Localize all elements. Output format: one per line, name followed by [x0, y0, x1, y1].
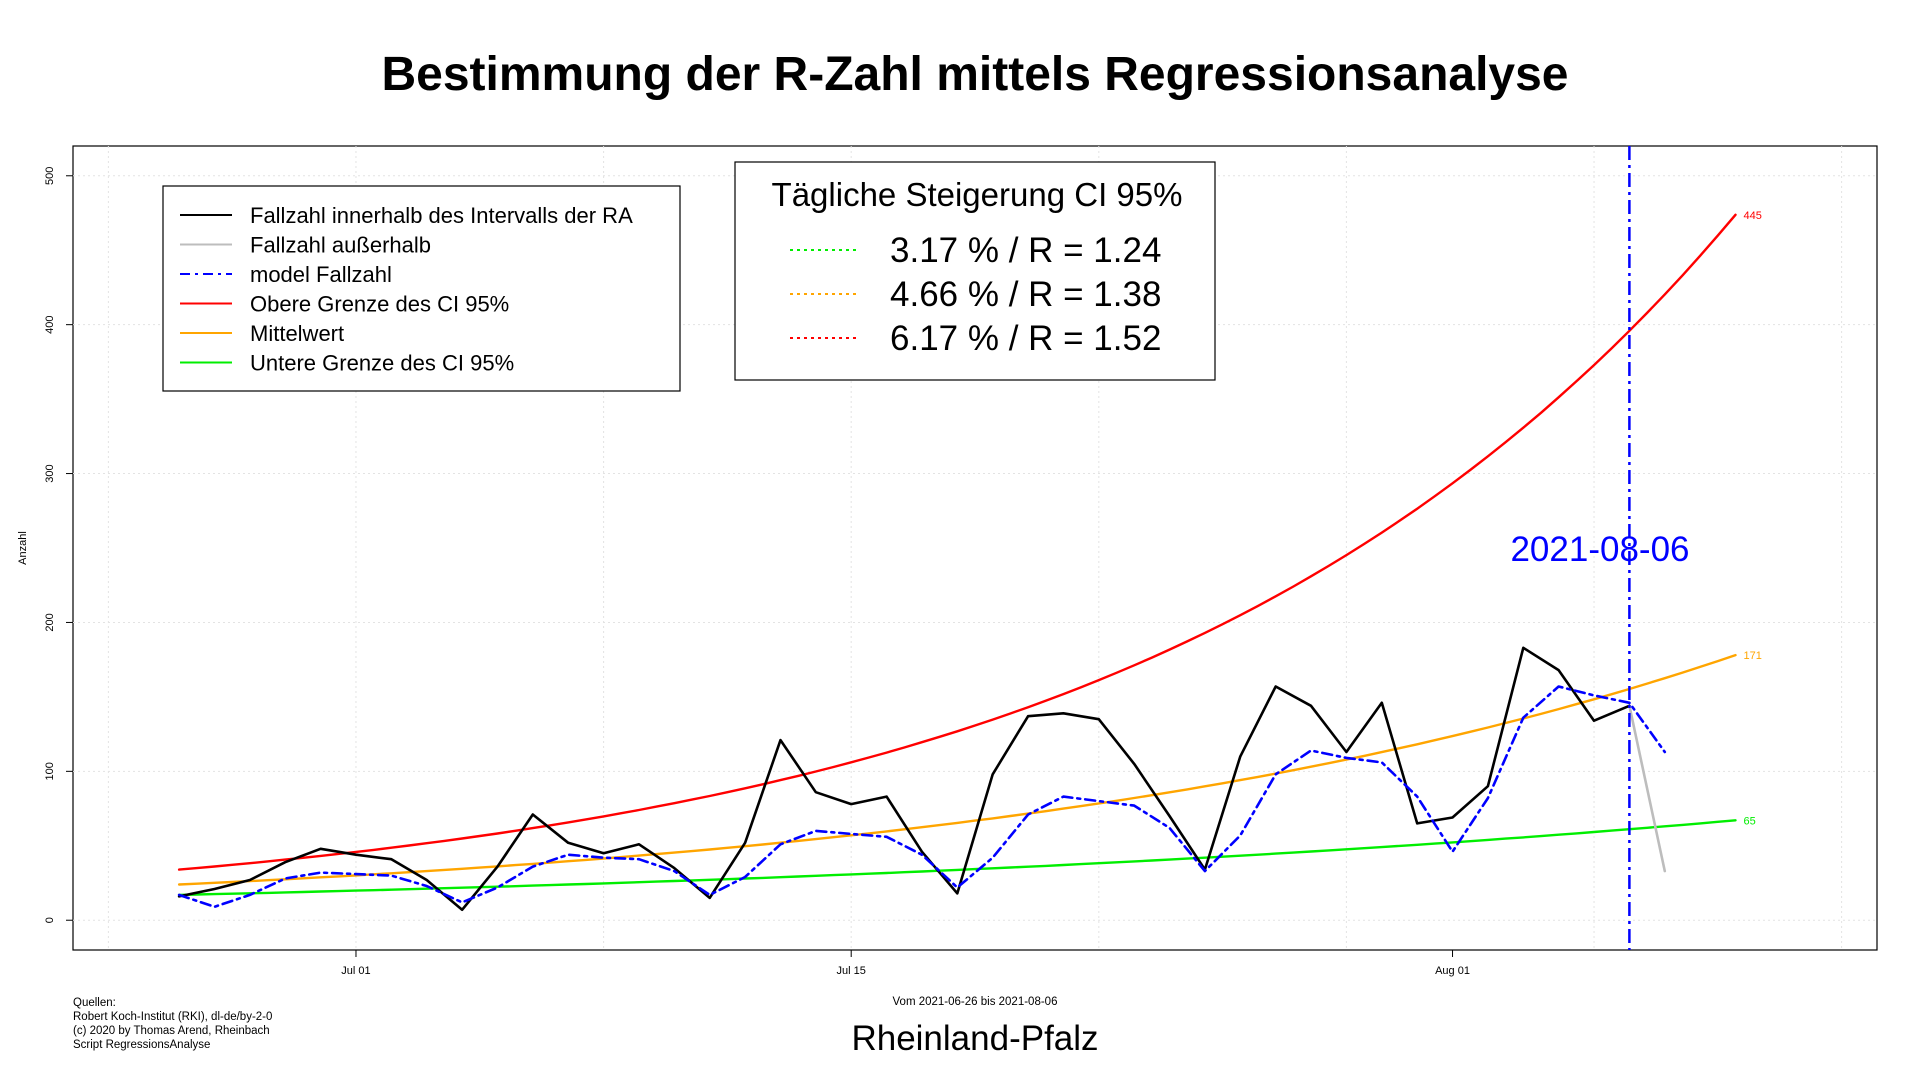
legend-label: Untere Grenze des CI 95%	[250, 351, 514, 376]
series-line	[177, 213, 1737, 871]
series-end-label: 445	[1744, 210, 1762, 222]
legend-label: Fallzahl innerhalb des Intervalls der RA	[250, 203, 633, 228]
legend-label: Fallzahl außerhalb	[250, 233, 431, 258]
plot-frame	[72, 145, 1878, 951]
ci-row-text: 4.66 % / R = 1.38	[890, 275, 1161, 314]
y-tick-label: 400	[44, 315, 56, 333]
series-line	[177, 819, 1737, 897]
legend: Fallzahl innerhalb des Intervalls der RA…	[162, 185, 681, 392]
end-labels: 171 445 65	[1744, 210, 1762, 827]
series-end-label: 171	[1744, 650, 1762, 662]
legend-label: Mittelwert	[250, 321, 344, 346]
chart-title: Bestimmung der R-Zahl mittels Regression…	[381, 48, 1568, 101]
sources: Quellen: Robert Koch-Institut (RKI), dl-…	[73, 997, 272, 1051]
series-line	[177, 653, 1737, 886]
y-axis-label: Anzahl	[17, 531, 29, 565]
x-axis-label: Vom 2021-06-26 bis 2021-08-06	[893, 996, 1058, 1008]
current-date-label: 2021-08-06	[1510, 530, 1689, 569]
ci-box: Tägliche Steigerung CI 95% 3.17 % / R = …	[734, 161, 1216, 381]
ci-row-text: 3.17 % / R = 1.24	[890, 231, 1161, 270]
series-line	[177, 685, 1667, 909]
y-tick-label: 300	[44, 464, 56, 482]
series-line	[1628, 704, 1667, 873]
legend-label: Obere Grenze des CI 95%	[250, 292, 509, 317]
sources-line: Script RegressionsAnalyse	[73, 1039, 210, 1051]
ci-box-frame	[734, 161, 1216, 381]
legend-label: model Fallzahl	[250, 262, 392, 287]
sources-line: Quellen:	[73, 997, 116, 1009]
region-label: Rheinland-Pfalz	[851, 1019, 1098, 1058]
y-tick-label: 0	[44, 917, 56, 923]
ci-box-title: Tägliche Steigerung CI 95%	[772, 176, 1183, 213]
y-tick-label: 500	[44, 167, 56, 185]
x-tick-label: Jul 15	[837, 965, 866, 977]
sources-line: Robert Koch-Institut (RKI), dl-de/by-2-0	[73, 1011, 272, 1023]
series-lines	[177, 213, 1737, 912]
y-axis: 0 100 200 300 400 500	[44, 167, 73, 923]
series-end-label: 65	[1744, 815, 1756, 827]
x-axis: Jul 01 Jul 15 Aug 01	[341, 950, 1470, 977]
x-tick-label: Jul 01	[341, 965, 370, 977]
y-tick-label: 100	[44, 762, 56, 780]
series-line	[177, 646, 1631, 912]
legend-box	[162, 185, 681, 392]
y-tick-label: 200	[44, 613, 56, 631]
ci-row-text: 6.17 % / R = 1.52	[890, 319, 1161, 358]
sources-line: (c) 2020 by Thomas Arend, Rheinbach	[73, 1025, 270, 1037]
x-tick-label: Aug 01	[1435, 965, 1470, 977]
